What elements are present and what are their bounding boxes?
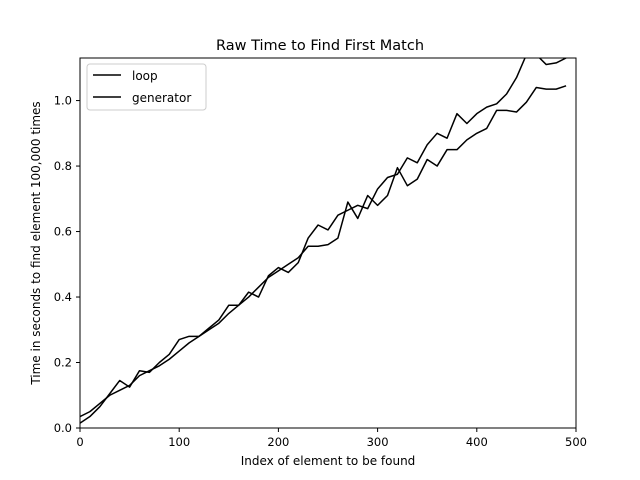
y-axis-label: Time in seconds to find element 100,000 … (29, 101, 43, 385)
y-axis: 0.0 0.2 0.4 0.6 0.8 1.0 (54, 94, 80, 435)
x-axis: 0 100 200 300 400 500 (76, 428, 587, 449)
x-tick-label: 300 (367, 435, 389, 449)
plot-frame (79, 57, 577, 429)
y-tick-label: 1.0 (54, 94, 72, 108)
chart-title: Raw Time to Find First Match (216, 38, 424, 54)
x-tick-label: 200 (267, 435, 289, 449)
y-tick-label: 0.6 (54, 225, 72, 239)
legend-label-generator: generator (132, 91, 191, 105)
series-layer (80, 58, 567, 424)
legend: loop generator (86, 63, 207, 111)
legend-label-loop: loop (132, 69, 158, 83)
x-tick-label: 0 (76, 435, 83, 449)
x-tick-label: 500 (565, 435, 587, 449)
x-axis-label: Index of element to be found (241, 454, 416, 468)
y-tick-label: 0.4 (54, 290, 72, 304)
y-tick-label: 0.8 (54, 159, 72, 173)
y-tick-label: 0.0 (54, 421, 72, 435)
x-tick-label: 100 (168, 435, 190, 449)
x-tick-label: 400 (466, 435, 488, 449)
y-tick-label: 0.2 (54, 356, 72, 370)
series-line-generator (80, 58, 567, 424)
series-line-loop (80, 85, 567, 418)
